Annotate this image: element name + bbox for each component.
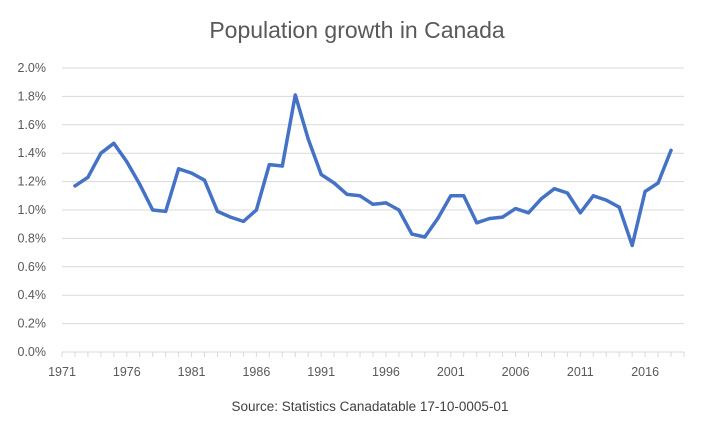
chart-title: Population growth in Canada — [209, 17, 505, 43]
data-point — [475, 221, 479, 225]
y-tick-label: 0.2% — [18, 317, 47, 331]
x-tick-label: 1991 — [307, 365, 335, 379]
data-point — [306, 137, 310, 141]
data-point — [449, 194, 453, 198]
data-point — [228, 215, 233, 219]
data-point — [86, 175, 90, 179]
data-point — [164, 209, 168, 214]
data-point — [500, 215, 505, 219]
data-point — [99, 151, 103, 155]
x-tick-label: 2011 — [567, 365, 594, 379]
data-point — [656, 181, 660, 185]
data-point — [189, 171, 194, 175]
data-point — [280, 164, 284, 168]
x-tick-label: 1971 — [48, 365, 76, 379]
y-tick-label: 0.4% — [18, 288, 47, 302]
x-tick-label: 2001 — [437, 365, 465, 379]
data-point — [397, 208, 401, 212]
data-points — [73, 93, 673, 248]
data-point — [539, 197, 544, 201]
data-point — [604, 198, 608, 202]
data-point — [345, 192, 349, 196]
data-point — [578, 211, 582, 215]
data-point — [436, 216, 440, 221]
data-point — [241, 219, 246, 223]
y-tick-label: 0.8% — [18, 231, 47, 245]
x-tick-label: 1981 — [178, 365, 206, 379]
data-point — [513, 206, 518, 211]
y-tick-label: 1.2% — [18, 175, 47, 189]
data-point — [267, 162, 271, 167]
x-tick-label: 2016 — [631, 365, 659, 379]
x-axis-tick-labels: 1971 1976 1981 1986 1991 1996 2001 2006 2011 2016 — [48, 365, 659, 379]
data-point — [643, 189, 647, 194]
x-tick-label: 1986 — [242, 365, 270, 379]
data-point — [526, 211, 531, 215]
series-line-population-growth — [73, 93, 673, 248]
data-point — [358, 194, 362, 198]
data-point — [125, 160, 129, 164]
x-axis-tick-marks — [61, 352, 685, 357]
data-point — [423, 235, 427, 239]
data-point — [254, 208, 258, 212]
data-point — [112, 141, 116, 145]
data-point — [151, 208, 155, 212]
x-tick-label: 1996 — [372, 365, 400, 379]
y-tick-label: 0.6% — [18, 260, 47, 274]
y-tick-label: 2.0% — [18, 61, 47, 75]
gridlines — [62, 67, 684, 325]
data-point — [630, 243, 634, 248]
y-tick-label: 1.4% — [18, 146, 47, 160]
data-point — [73, 184, 77, 188]
x-tick-label: 2006 — [502, 365, 530, 379]
data-point — [410, 232, 414, 236]
data-point — [332, 181, 336, 185]
y-tick-label: 1.6% — [18, 118, 47, 132]
data-point — [293, 93, 297, 97]
data-point — [371, 202, 375, 206]
data-point — [202, 178, 207, 182]
data-point — [177, 167, 181, 171]
data-point — [462, 194, 466, 198]
data-point — [552, 187, 557, 191]
data-point — [384, 201, 388, 205]
x-tick-label: 1976 — [113, 365, 141, 379]
source-note: Source: Statistics Canadatable 17-10-000… — [232, 399, 509, 414]
data-point — [591, 194, 595, 198]
y-tick-label: 0.0% — [18, 345, 47, 359]
data-point — [215, 209, 220, 214]
data-point — [488, 216, 492, 221]
data-point — [565, 191, 569, 195]
data-point — [669, 148, 673, 152]
y-tick-label: 1.8% — [18, 89, 47, 103]
y-tick-label: 1.0% — [18, 203, 47, 217]
data-point — [617, 205, 621, 209]
data-point — [319, 172, 323, 177]
data-point — [138, 182, 142, 187]
y-axis-tick-labels: 0.0% 0.2% 0.4% 0.6% 0.8% 1.0% 1.2% 1.4% 1.6% 1.8%… — [18, 61, 47, 359]
